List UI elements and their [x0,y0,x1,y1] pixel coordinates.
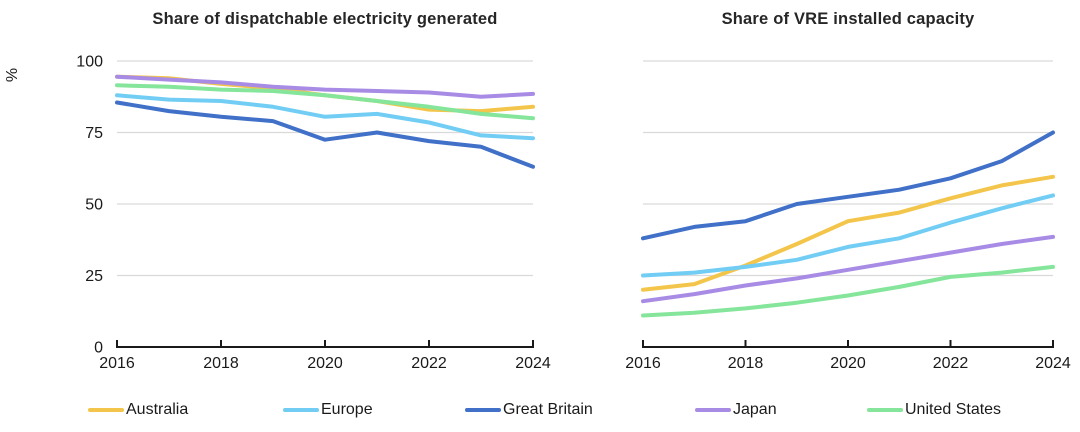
chart-title-vre: Share of VRE installed capacity [721,10,975,28]
legend-label-japan: Japan [733,401,777,418]
svg-text:50: 50 [85,197,103,214]
svg-text:2024: 2024 [1035,355,1071,372]
legend-label-australia: Australia [126,401,189,418]
japan-line-swatch-icon [695,407,731,413]
svg-text:2022: 2022 [411,355,447,372]
legend-item-united-states: United States [867,398,1001,422]
svg-text:0: 0 [94,340,103,357]
united-states-line-swatch-icon [867,407,903,413]
legend: Australia Europe Great Britain Japan Uni… [0,398,1080,426]
europe-line-swatch-icon [283,407,319,413]
legend-item-japan: Japan [695,398,777,422]
legend-item-europe: Europe [283,398,373,422]
australia-line-swatch-icon [88,407,124,413]
chart-panel-dispatchable: Share of dispatchable electricity genera… [0,0,560,392]
legend-label-united-states: United States [905,401,1002,418]
svg-text:2018: 2018 [203,355,239,372]
legend-item-australia: Australia [88,398,188,422]
legend-label-great-britain: Great Britain [503,401,593,418]
svg-text:%: % [4,68,21,82]
svg-text:2016: 2016 [99,355,135,372]
dispatchable-chart-canvas: 2016 2018 2020 2022 2024 0 25 50 75 100% [4,54,551,373]
chart-title-dispatchable: Share of dispatchable electricity genera… [152,10,498,28]
svg-text:2018: 2018 [728,355,764,372]
svg-text:25: 25 [85,268,103,285]
svg-text:2016: 2016 [625,355,661,372]
great-britain-line-swatch-icon [465,407,501,413]
chart-panel-vre: Share of VRE installed capacity 2016 2018… [560,0,1080,392]
svg-text:100: 100 [76,54,103,71]
svg-text:75: 75 [85,125,103,142]
svg-text:2020: 2020 [307,355,343,372]
legend-item-great-britain: Great Britain [465,398,593,422]
vre-chart-canvas: 2016 2018 2020 2022 2024 [625,60,1071,372]
svg-text:2024: 2024 [515,355,551,372]
svg-text:2022: 2022 [933,355,969,372]
svg-text:2020: 2020 [830,355,866,372]
legend-label-europe: Europe [321,401,373,418]
